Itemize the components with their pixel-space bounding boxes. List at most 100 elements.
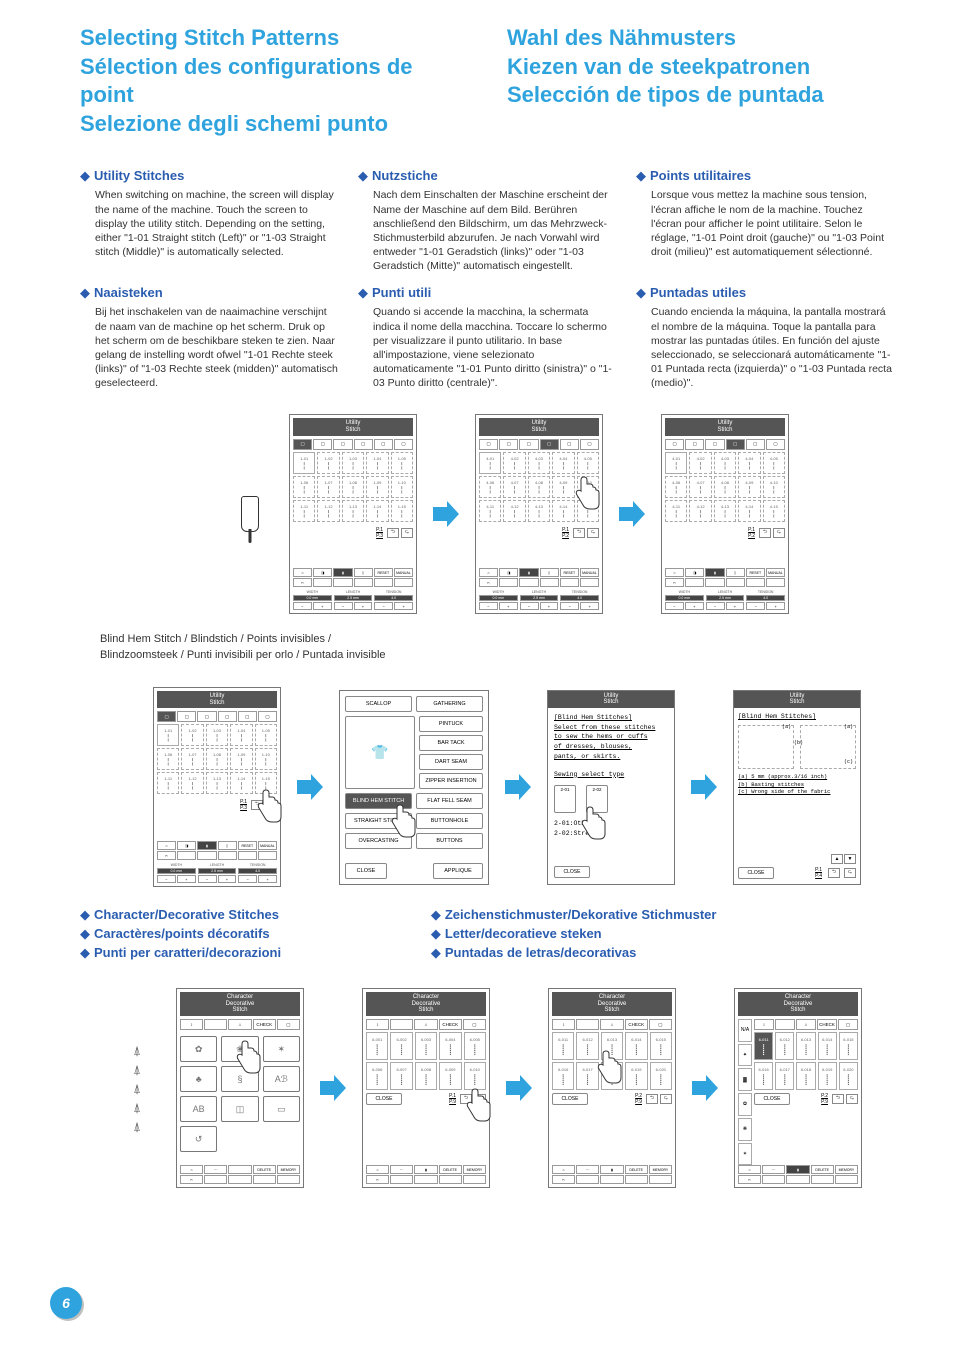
foot-btn: ⌂ bbox=[665, 568, 684, 577]
minus-button: − bbox=[334, 602, 353, 610]
screen-tab: ▢ bbox=[665, 439, 684, 450]
screen-header: Utility Stitch bbox=[479, 418, 599, 435]
stitch-cell: 4-12¦ bbox=[503, 500, 525, 522]
screen-header: Character Decorative Stitch bbox=[552, 992, 672, 1016]
blindhem-diagram-screen: Utility Stitch [Blind Hem Stitches] (a) … bbox=[733, 690, 861, 885]
diamond-icon: ◆ bbox=[431, 945, 441, 961]
plus-button: + bbox=[313, 602, 332, 610]
minus-button: − bbox=[374, 602, 393, 610]
deco-stitch-cell: 6-016⸽ bbox=[552, 1062, 574, 1090]
deco-stitch-grid: 6-011⸽6-012⸽6-013⸽6-014⸽6-015⸽6-016⸽6-01… bbox=[552, 1032, 672, 1090]
info-line: to sew the hems or cuffs bbox=[554, 732, 668, 742]
header-title-it: Selezione degli schemi punto bbox=[80, 110, 467, 139]
minus-button: − bbox=[520, 602, 539, 610]
stitch-cell: 4-01¦ bbox=[665, 452, 687, 474]
deco-screen-page1: Character Decorative Stitch ↕⌂CHECK▢ 6-0… bbox=[362, 988, 490, 1188]
deco-stitch-cell: 6-015⸽ bbox=[650, 1032, 672, 1060]
deco-screen-page2b: Character Decorative Stitch N/A✦▓✿❋✶ ↕⌂C… bbox=[734, 988, 862, 1188]
blindhem-info-screen: Utility Stitch [Blind Hem Stitches] Sele… bbox=[547, 690, 675, 885]
deco-stitch-cell: 6-004⸽ bbox=[439, 1032, 461, 1060]
opt-scallop: SCALLOP bbox=[345, 696, 412, 712]
stitch-cell: 1-14¦ bbox=[230, 772, 252, 794]
page-number-badge: 6 bbox=[50, 1287, 82, 1319]
memory-button: MEMORY bbox=[835, 1165, 858, 1174]
minus-button: − bbox=[665, 602, 684, 610]
info-line: pants, or skirts. bbox=[554, 752, 668, 762]
stitch-cell: 4-02¦ bbox=[689, 452, 711, 474]
foot-btn: ✂ bbox=[293, 578, 312, 587]
utility-screens-row: Utility Stitch ▢▢▢▢▢▢ 1-01¦1-02¦1-03¦1-0… bbox=[80, 414, 894, 614]
stitch-cell: 4-09¦ bbox=[738, 476, 760, 498]
stitch-cell: 1-12¦ bbox=[317, 500, 339, 522]
foot-btn bbox=[762, 1175, 785, 1184]
nav-fwd-icon: ⮎ bbox=[846, 1094, 858, 1104]
diagram-note-a: (a) 5 mm (approx.3/16 inch) bbox=[738, 773, 856, 781]
blindhem-caption: Blind Hem Stitch / Blindstich / Points i… bbox=[100, 632, 894, 663]
arrow-icon bbox=[295, 772, 325, 802]
deco-stitch-cell: 6-020⸽ bbox=[650, 1062, 672, 1090]
deco-side-item: ✦ bbox=[738, 1044, 752, 1067]
foot-btn bbox=[811, 1175, 834, 1184]
nav-back-icon: ⮌ bbox=[460, 1094, 472, 1104]
screen-tab: ▢ bbox=[354, 439, 373, 450]
stitch-cell: 1-12¦ bbox=[181, 772, 203, 794]
diamond-icon: ◆ bbox=[80, 168, 90, 184]
nav-down-icon: ▼ bbox=[844, 854, 856, 864]
deco-stitch-cell: 6-017⸽ bbox=[576, 1062, 598, 1090]
diagram-label-a: (a) bbox=[844, 724, 853, 731]
manual-button: MANUAL bbox=[766, 568, 785, 577]
diamond-icon: ◆ bbox=[431, 907, 441, 923]
info-line: Select from these stitches bbox=[554, 723, 668, 733]
deco-stitch-cell: 6-002⸽ bbox=[390, 1032, 412, 1060]
stitch-cell: 1-05¦ bbox=[255, 724, 277, 746]
foot-btn bbox=[333, 578, 352, 587]
foot-btn: ▯ bbox=[540, 568, 559, 577]
stitch-cell: 1-09¦ bbox=[366, 476, 388, 498]
diamond-icon: ◆ bbox=[636, 168, 646, 184]
page-indicator: P.1 P.4 bbox=[813, 866, 824, 880]
foot-btn bbox=[354, 578, 373, 587]
screen-tab: ↕ bbox=[366, 1019, 389, 1030]
reset-button: RESET bbox=[374, 568, 393, 577]
stitch-cell: 1-15¦ bbox=[255, 772, 277, 794]
stitch-cell: 4-11¦ bbox=[665, 500, 687, 522]
screen-tab: ⌂ bbox=[796, 1019, 816, 1030]
stitch-cell: 1-13¦ bbox=[342, 500, 364, 522]
screen-tab: ▢ bbox=[258, 711, 277, 722]
nav-back-icon: ⮌ bbox=[251, 800, 263, 810]
foot-btn: ▮ bbox=[600, 1165, 623, 1174]
diamond-icon: ◆ bbox=[431, 926, 441, 942]
opt-buttons: BUTTONS bbox=[416, 833, 483, 849]
nav-fwd-icon: ⮎ bbox=[474, 1094, 486, 1104]
plus-button: + bbox=[499, 602, 518, 610]
plus-button: + bbox=[726, 602, 745, 610]
screen-tab: ↕ bbox=[180, 1019, 203, 1030]
screen-tab: ▢ bbox=[649, 1019, 672, 1030]
stitch-cell: 1-04¦ bbox=[366, 452, 388, 474]
screen-tab: ↕ bbox=[754, 1019, 774, 1030]
screen-header: Character Decorative Stitch bbox=[366, 992, 486, 1016]
tree-icon: ⍋ bbox=[133, 1082, 141, 1095]
foot-btn bbox=[705, 578, 724, 587]
body-utility-nl: Bij het inschakelen van de naaimachine v… bbox=[80, 305, 338, 390]
deco-stitch-cell: 6-017⸽ bbox=[775, 1062, 794, 1090]
info-opt-label: 2-01:Othe… bbox=[554, 819, 668, 829]
foot-btn bbox=[414, 1175, 437, 1184]
minus-button: − bbox=[479, 602, 498, 610]
stitch-grid: 4-01¦4-02¦4-03¦4-04¦4-05¦4-06¦4-07¦4-08¦… bbox=[479, 452, 599, 522]
deco-screen-page2a: Character Decorative Stitch ↕⌂CHECK▢ 6-0… bbox=[548, 988, 676, 1188]
stitch-cell: 4-01¦ bbox=[479, 452, 501, 474]
stitch-grid: 1-01¦1-02¦1-03¦1-04¦1-05¦1-06¦1-07¦1-08¦… bbox=[293, 452, 413, 522]
foot-btn bbox=[439, 1175, 462, 1184]
minus-button: − bbox=[198, 875, 217, 883]
foot-btn: ⌂ bbox=[552, 1165, 575, 1174]
nav-back-icon: ⮌ bbox=[759, 528, 771, 538]
delete-button: DELETE bbox=[439, 1165, 462, 1174]
deco-menu-grid: ✿❀✶♣§AℬAB◫▭↺ bbox=[180, 1036, 300, 1152]
page-indicator: P.2 P.9 bbox=[819, 1092, 830, 1106]
foot-btn bbox=[228, 1165, 251, 1174]
foot-btn bbox=[786, 1175, 809, 1184]
stitch-cell: 1-02¦ bbox=[181, 724, 203, 746]
deco-stitch-cell: 6-009⸽ bbox=[439, 1062, 461, 1090]
tree-icon: ⍋ bbox=[133, 1101, 141, 1114]
